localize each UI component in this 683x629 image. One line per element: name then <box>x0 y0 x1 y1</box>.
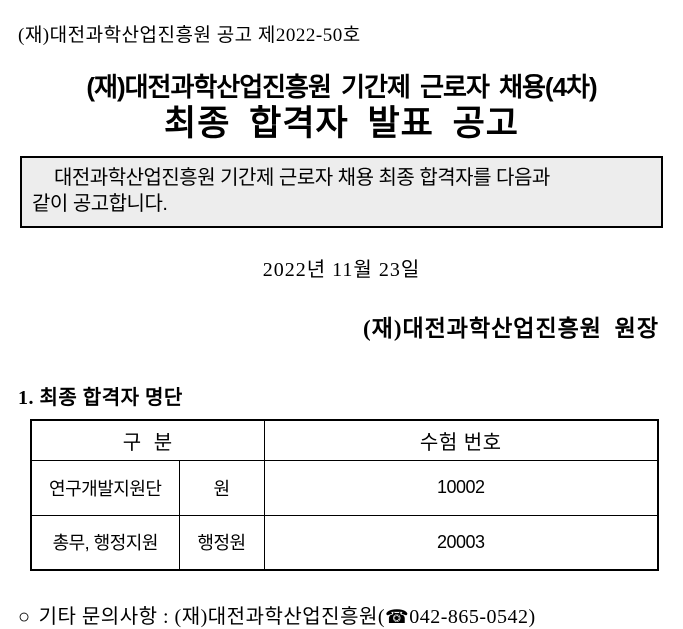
cell-position: 원 <box>178 459 265 516</box>
title-block: (재)대전과학산업진흥원 기간제 근로자 채용(4차) 최종 합격자 발표 공고 <box>18 73 665 143</box>
section1-heading: 1. 최종 합격자 명단 <box>18 387 183 410</box>
cell-department: 총무, 행정지원 <box>30 514 180 571</box>
cell-position: 행정원 <box>178 514 265 571</box>
announcement-date: 2022년 11월 23일 <box>262 259 421 282</box>
cell-department: 연구개발지원단 <box>30 459 180 516</box>
circle-bullet-icon: ○ <box>18 606 31 629</box>
cell-exam-number: 10002 <box>263 459 659 516</box>
contact-text-close: ) <box>528 606 536 629</box>
notice-number-line: (재)대전과학산업진흥원 공고 제2022-50호 <box>18 25 361 46</box>
notice-box-line1: 대전과학산업진흥원 기간제 근로자 채용 최종 합격자를 다음과 <box>54 167 550 190</box>
phone-icon: ☎ <box>385 606 410 629</box>
header-category: 구 분 <box>30 419 265 461</box>
cell-exam-number: 20003 <box>263 514 659 571</box>
notice-summary-box: 대전과학산업진흥원 기간제 근로자 채용 최종 합격자를 다음과 같이 공고합니… <box>20 156 663 229</box>
notice-box-line2: 같이 공고합니다. <box>32 193 168 216</box>
final-candidates-table: 구 분 수험 번호 연구개발지원단 원 10002 총무, 행정지원 행정원 2… <box>30 419 660 572</box>
table-header-row: 구 분 수험 번호 <box>30 419 659 461</box>
issuer-signature: (재)대전과학산업진흥원 원장 <box>363 316 659 342</box>
contact-text: 기타 문의사항 : (재)대전과학산업진흥원( <box>38 606 386 629</box>
document-subtitle: (재)대전과학산업진흥원 기간제 근로자 채용(4차) <box>86 72 597 102</box>
contact-phone-number: 042-865-0542 <box>409 606 529 629</box>
document-title: 최종 합격자 발표 공고 <box>164 103 519 143</box>
table-row: 연구개발지원단 원 10002 <box>30 459 659 516</box>
table-row: 총무, 행정지원 행정원 20003 <box>30 514 659 571</box>
header-exam-number: 수험 번호 <box>263 419 659 461</box>
contact-info-line: ○ 기타 문의사항 : (재)대전과학산업진흥원(☎042-865-0542) <box>18 600 665 629</box>
announcement-document: (재)대전과학산업진흥원 공고 제2022-50호 (재)대전과학산업진흥원 기… <box>18 25 665 628</box>
